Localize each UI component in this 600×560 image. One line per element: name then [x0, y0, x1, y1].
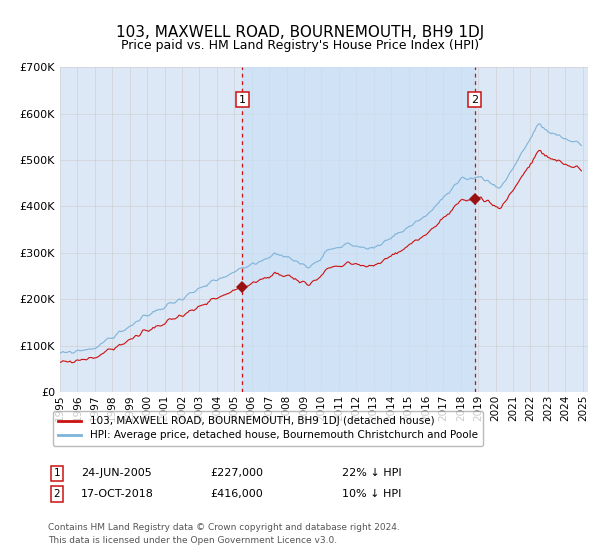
Text: 1: 1	[239, 95, 246, 105]
Text: 103, MAXWELL ROAD, BOURNEMOUTH, BH9 1DJ: 103, MAXWELL ROAD, BOURNEMOUTH, BH9 1DJ	[116, 25, 484, 40]
Legend: 103, MAXWELL ROAD, BOURNEMOUTH, BH9 1DJ (detached house), HPI: Average price, de: 103, MAXWELL ROAD, BOURNEMOUTH, BH9 1DJ …	[53, 411, 483, 446]
Text: £227,000: £227,000	[210, 468, 263, 478]
Text: 2: 2	[53, 489, 61, 499]
Bar	[242, 67, 475, 392]
Text: 1: 1	[53, 468, 61, 478]
Text: 24-JUN-2005: 24-JUN-2005	[81, 468, 152, 478]
Text: £416,000: £416,000	[210, 489, 263, 499]
Text: Price paid vs. HM Land Registry's House Price Index (HPI): Price paid vs. HM Land Registry's House …	[121, 39, 479, 52]
Text: 22% ↓ HPI: 22% ↓ HPI	[342, 468, 401, 478]
Text: 10% ↓ HPI: 10% ↓ HPI	[342, 489, 401, 499]
Text: Contains HM Land Registry data © Crown copyright and database right 2024.: Contains HM Land Registry data © Crown c…	[48, 523, 400, 532]
Text: This data is licensed under the Open Government Licence v3.0.: This data is licensed under the Open Gov…	[48, 536, 337, 545]
Text: 2: 2	[471, 95, 478, 105]
Text: 17-OCT-2018: 17-OCT-2018	[81, 489, 154, 499]
